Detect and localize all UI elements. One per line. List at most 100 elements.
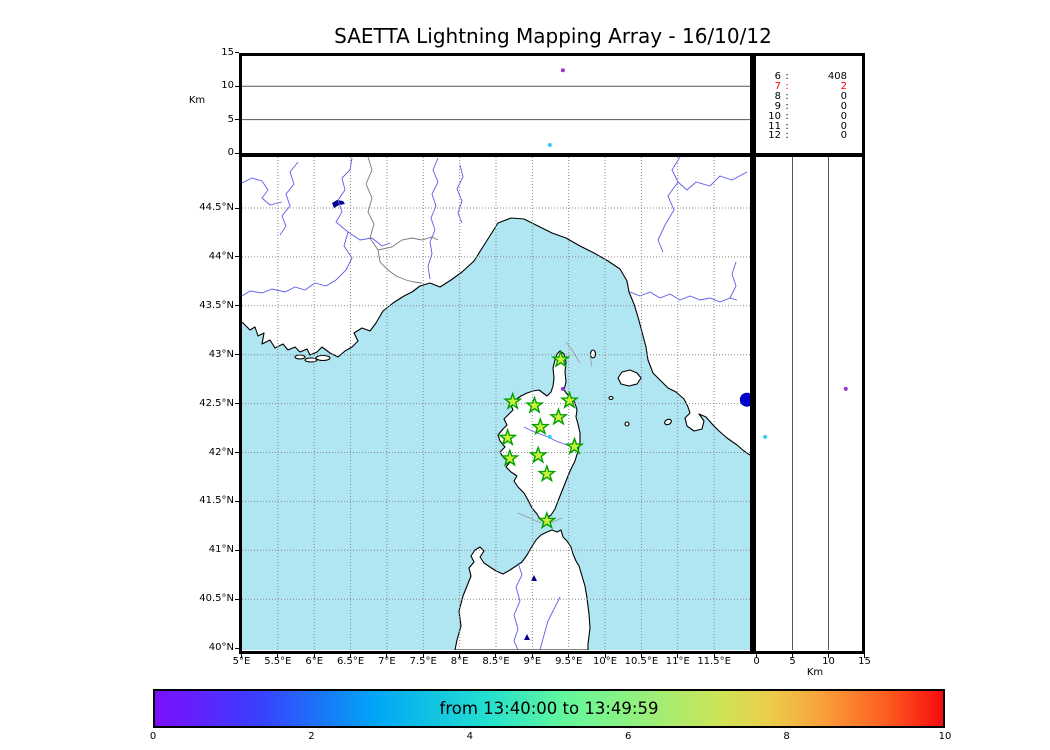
lightning-source-dot <box>547 434 552 439</box>
colorbar-tick-label: 6 <box>625 731 632 742</box>
altitude-latitude-plot <box>763 157 848 650</box>
station-count-row: 7:2 <box>774 80 847 92</box>
tick-mark <box>277 654 279 658</box>
tick-mark <box>531 654 533 658</box>
lat-tick-label: 41.5°N <box>199 495 234 507</box>
tick-mark <box>677 654 679 658</box>
alpine-lake <box>332 200 345 208</box>
tick-mark <box>864 654 865 658</box>
top-panel-km-label: Km <box>188 95 206 106</box>
country-borders <box>365 157 439 284</box>
tick-mark <box>350 654 352 658</box>
mainland-coastline <box>242 217 750 456</box>
station-count-row: 12:0 <box>768 130 847 142</box>
lat-tick-label: 44.5°N <box>199 202 234 213</box>
montecristo-island <box>624 421 630 427</box>
pianosa-island <box>608 395 614 401</box>
lon-tick-label: 5°E <box>232 656 251 667</box>
giglio-island <box>664 418 672 426</box>
tick-mark <box>241 654 242 658</box>
station-marker <box>497 427 518 447</box>
colorbar-tick-label: 10 <box>938 731 952 742</box>
station-marker <box>537 463 557 483</box>
lon-tick-label: 11.5°E <box>697 656 731 667</box>
tick-mark <box>828 654 829 658</box>
time-colorbar: from 13:40:00 to 13:49:59 <box>153 689 945 728</box>
lightning-source-dot <box>763 434 768 439</box>
lat-tick-label: 41°N <box>208 544 234 556</box>
station-marker <box>548 407 569 426</box>
lat-tick-label: 44°N <box>208 250 234 262</box>
tick-mark <box>792 654 793 658</box>
lon-tick-label: 7°E <box>378 656 396 667</box>
lon-tick-label: 6.5°E <box>336 656 365 667</box>
tick-mark <box>422 654 424 658</box>
hyeres-island <box>315 354 331 362</box>
altitude-longitude-plot <box>242 68 750 147</box>
map-plot <box>242 157 750 650</box>
tick-mark <box>568 654 570 658</box>
lon-tick-label: 11°E <box>665 656 690 667</box>
station-count-list: 6:408 7:2 8:0 9:0 10:0 11:0 12:0 <box>755 72 863 141</box>
tick-mark <box>313 654 315 658</box>
lon-tick-label: 8.5°E <box>482 656 510 667</box>
station-count-row: 11:0 <box>768 120 847 132</box>
lon-tick-label: 10.5°E <box>624 656 659 667</box>
capraia-island <box>589 349 597 359</box>
hyeres-island <box>304 357 318 363</box>
colorbar-label: from 13:40:00 to 13:49:59 <box>439 699 659 718</box>
station-marker <box>524 395 545 414</box>
right-panel-xtick-label: 10 <box>822 656 835 667</box>
station-marker <box>528 445 548 464</box>
tick-mark <box>495 654 497 658</box>
station-marker <box>564 436 585 455</box>
station-marker <box>530 416 550 436</box>
station-marker <box>500 448 520 467</box>
lat-tick-label: 42°N <box>208 446 234 458</box>
lightning-source-dot <box>739 392 750 407</box>
tick-mark <box>604 654 606 658</box>
lightning-source-dot <box>560 68 565 73</box>
lightning-source-dot <box>843 386 848 391</box>
altitude-latitude-panel <box>753 154 865 654</box>
colorbar-tick-label: 4 <box>466 731 473 742</box>
lat-tick-label: 40.5°N <box>199 593 234 605</box>
lon-tick-label: 6°E <box>305 656 324 667</box>
colorbar-tick-label: 8 <box>783 731 790 742</box>
lightning-sources <box>547 386 750 439</box>
sardinia-lake <box>524 634 530 640</box>
lon-tick-label: 9°E <box>523 656 542 667</box>
station-marker <box>551 349 571 368</box>
sardinia-island <box>454 529 591 650</box>
colorbar-tick-label: 2 <box>308 731 315 742</box>
tick-mark <box>756 654 757 658</box>
station-count-row: 9:0 <box>774 100 847 112</box>
station-marker <box>537 510 557 530</box>
lon-tick-label: 8°E <box>450 656 469 667</box>
elba-island <box>617 369 642 387</box>
hyeres-island <box>294 354 306 360</box>
right-panel-km-label: Km <box>806 667 824 678</box>
right-panel-xtick-label: 5 <box>789 656 796 667</box>
top-panel-ytick-label: 15 <box>221 46 234 58</box>
station-count-row: 6:408 <box>774 71 847 82</box>
tick-mark <box>713 654 715 658</box>
right-panel-xtick-label: 15 <box>858 656 871 667</box>
lon-tick-label: 10°E <box>593 656 618 667</box>
top-panel-ytick-label: 10 <box>221 80 234 92</box>
page-title: SAETTA Lightning Mapping Array - 16/10/1… <box>334 24 772 48</box>
sardinia-lake <box>531 575 537 581</box>
lightning-source-dot <box>547 142 552 147</box>
lat-tick-label: 43.5°N <box>199 299 234 311</box>
station-marker <box>559 390 580 409</box>
station-markers <box>497 349 585 530</box>
rivers <box>242 157 748 650</box>
top-panel-ytick-label: 5 <box>227 113 234 125</box>
lon-tick-label: 5.5°E <box>264 656 292 667</box>
station-marker <box>503 391 523 410</box>
lightning-source-dot <box>560 386 565 391</box>
right-panel-xtick-label: 0 <box>753 656 760 667</box>
colorbar-tick-label: 0 <box>149 731 157 742</box>
map-panel <box>239 154 753 654</box>
